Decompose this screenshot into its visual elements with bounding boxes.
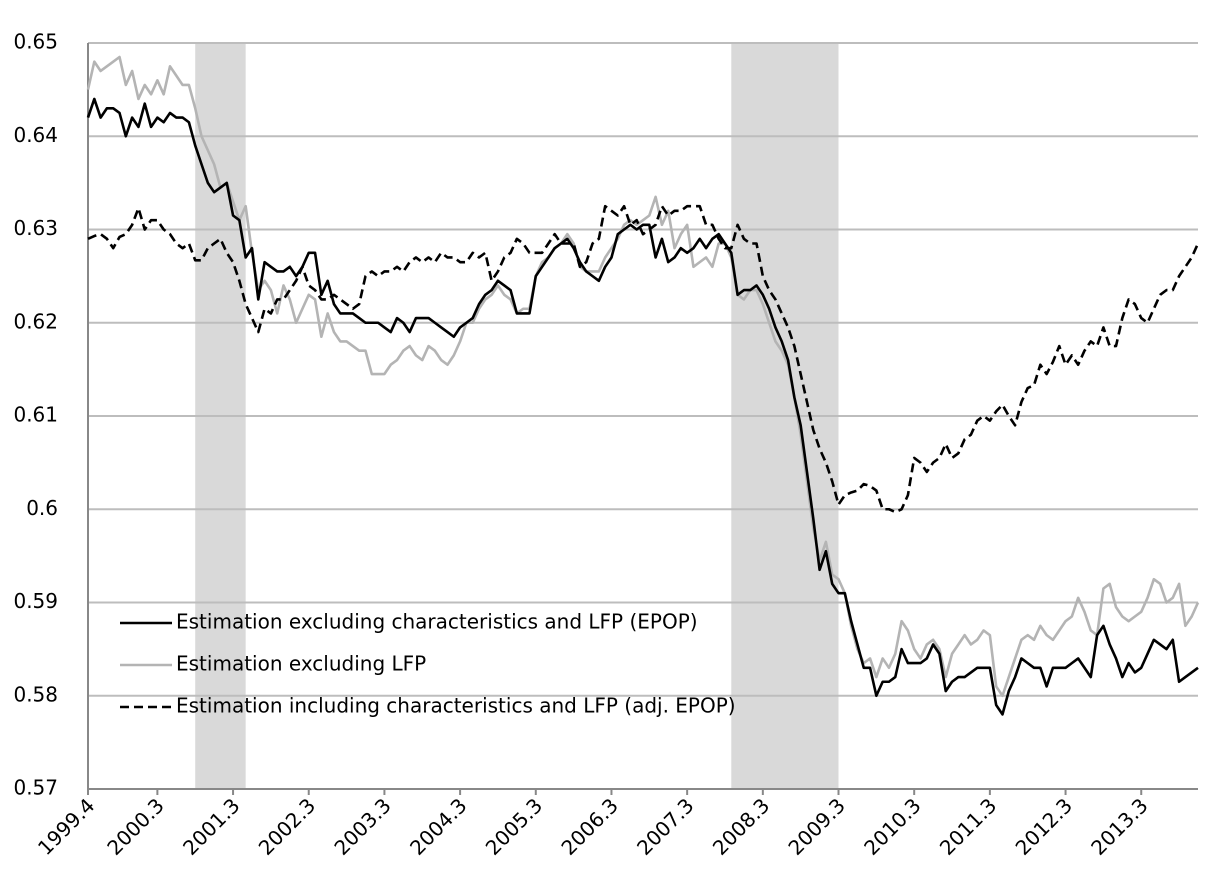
x-tick-label: 1999.4 [33, 793, 99, 859]
y-tick-label: 0.57 [13, 776, 58, 800]
x-tick-label: 2013.3 [1086, 793, 1152, 859]
series-line [87, 204, 1200, 514]
x-tick-label: 2003.3 [329, 793, 395, 859]
series-line [86, 55, 1200, 698]
x-tick-label: 2012.3 [1011, 793, 1077, 859]
legend-label: Estimation excluding LFP [176, 652, 426, 676]
y-tick-label: 0.62 [13, 309, 58, 333]
y-tick-label: 0.64 [13, 123, 58, 147]
y-tick-label: 0.6 [26, 496, 58, 520]
y-tick-label: 0.63 [13, 216, 58, 240]
series-line [86, 97, 1199, 716]
x-tick-label: 2002.3 [254, 793, 320, 859]
x-tick-label: 2008.3 [708, 793, 774, 859]
legend-label: Estimation including characteristics and… [176, 694, 736, 718]
x-tick-label: 2009.3 [783, 793, 849, 859]
y-tick-label: 0.61 [13, 403, 58, 427]
x-tick-label: 2000.3 [102, 793, 168, 859]
y-tick-label: 0.65 [13, 30, 58, 54]
legend-label: Estimation excluding characteristics and… [176, 610, 698, 634]
x-tick-label: 2010.3 [859, 793, 925, 859]
y-tick-label: 0.58 [13, 682, 58, 706]
x-tick-label: 2001.3 [178, 793, 244, 859]
x-tick-label: 2011.3 [935, 793, 1001, 859]
x-tick-label: 2004.3 [405, 793, 471, 859]
x-tick-label: 2006.3 [556, 793, 622, 859]
y-tick-label: 0.59 [13, 589, 58, 613]
x-tick-label: 2005.3 [481, 793, 547, 859]
x-tick-label: 2007.3 [632, 793, 698, 859]
